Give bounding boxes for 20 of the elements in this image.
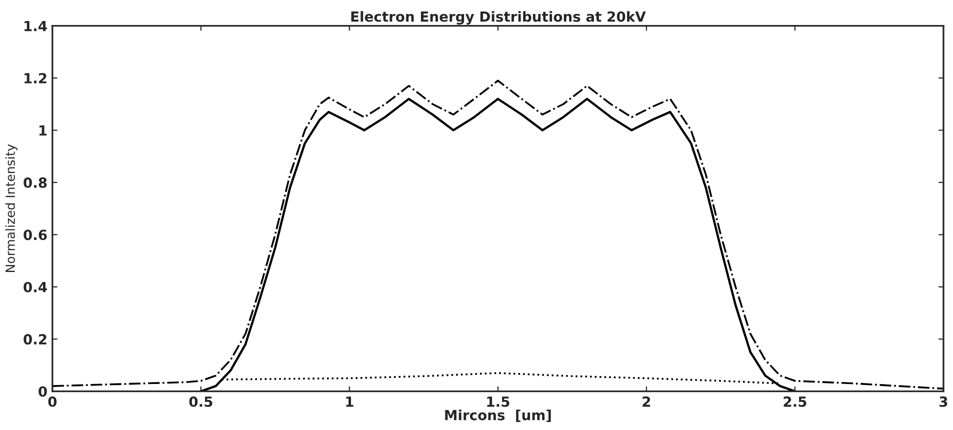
y-tick-label: 0.2 xyxy=(24,334,46,345)
line-series xyxy=(220,372,782,384)
x-axis-title: Mircons [um] xyxy=(445,410,551,422)
y-axis-title: Normalized Intensity xyxy=(5,144,18,272)
x-tick-label: 1.5 xyxy=(487,396,510,407)
y-tick-label: 1.4 xyxy=(24,20,47,32)
line-series xyxy=(52,80,944,390)
y-tick-label: 1 xyxy=(39,125,47,136)
y-tick-label: 0.4 xyxy=(24,282,47,292)
x-tick-label: 1 xyxy=(346,396,354,407)
x-tick-label: 0 xyxy=(48,396,57,407)
y-tick-label: 0 xyxy=(38,386,47,397)
chart-title: Electron Energy Distributions at 20kV xyxy=(351,11,646,25)
y-tick-label: 0.8 xyxy=(24,177,47,188)
y-tick-label: 1.2 xyxy=(24,72,46,84)
y-tick-label: 0.6 xyxy=(24,230,47,240)
x-tick-label: 2 xyxy=(642,396,650,407)
x-tick-label: 3 xyxy=(940,396,948,407)
x-tick-label: 0.5 xyxy=(189,396,212,407)
x-tick-label: 2.5 xyxy=(784,396,806,407)
